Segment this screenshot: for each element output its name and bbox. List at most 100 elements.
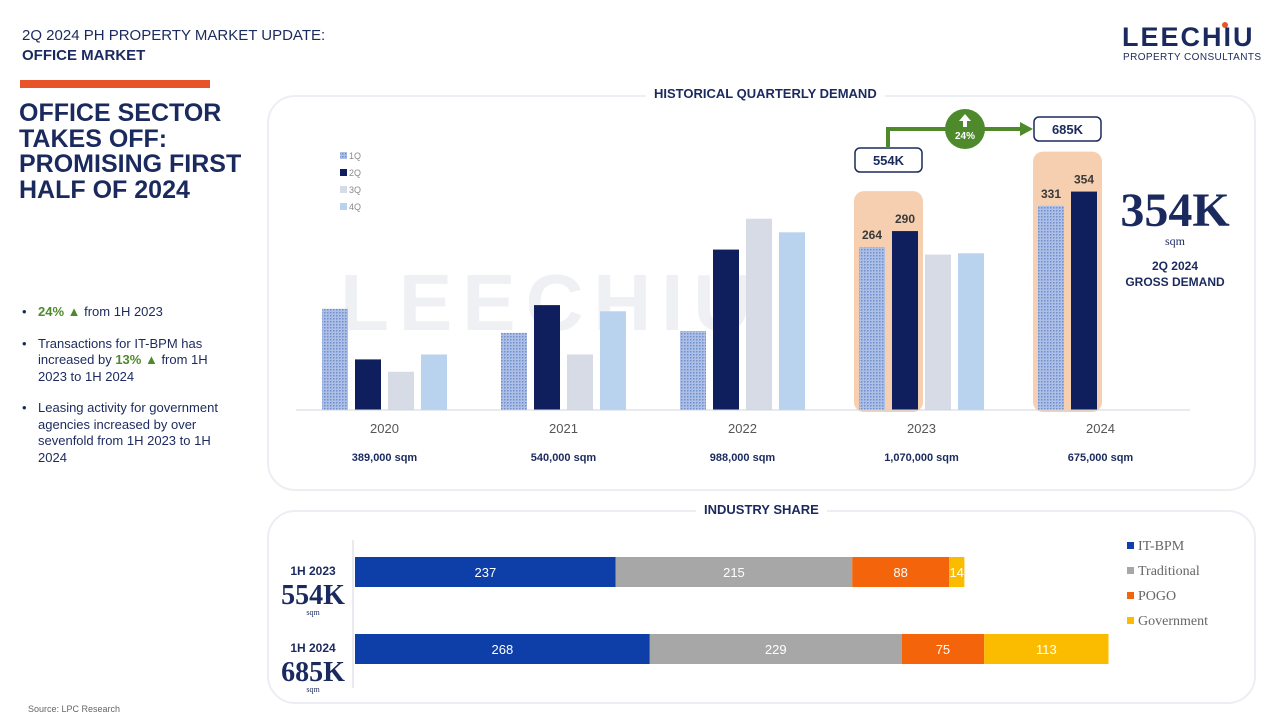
bar-2021-2q (534, 305, 560, 410)
bar-2023-4q (958, 253, 984, 410)
legend-label: 4Q (349, 202, 361, 212)
report-title: 2Q 2024 PH PROPERTY MARKET UPDATE: (22, 27, 326, 44)
segment-value-label: 229 (765, 642, 787, 657)
report-subtitle: OFFICE MARKET (22, 47, 146, 64)
legend-swatch (1127, 592, 1134, 599)
demand-chart-title: HISTORICAL QUARTERLY DEMAND (646, 86, 885, 101)
bar-2023-3q (925, 254, 951, 410)
annual-total-label: 389,000 sqm (352, 452, 418, 464)
callout-caption: 2Q 2024 (1152, 259, 1198, 273)
legend-label: Traditional (1138, 564, 1200, 579)
growth-arrow-head-icon (1020, 122, 1033, 136)
x-tick-label: 2023 (907, 421, 936, 436)
x-tick-label: 2022 (728, 421, 757, 436)
bar-2022-1q (680, 331, 706, 410)
annual-total-label: 1,070,000 sqm (884, 452, 959, 464)
bullet-item: • Leasing activity for government agenci… (22, 400, 222, 466)
row-label: 1H 2023 (290, 564, 336, 578)
bar-2024-1q (1038, 205, 1064, 410)
logo-subtitle: PROPERTY CONSULTANTS (1123, 52, 1262, 63)
bar-2020-4q (421, 354, 447, 410)
half-total-label: 554K (873, 153, 905, 168)
bar-2020-1q (322, 308, 348, 410)
source-note: Source: LPC Research (28, 704, 121, 714)
bullet-item: • 24% ▲ from 1H 2023 (22, 304, 222, 321)
growth-badge (945, 109, 985, 149)
legend-swatch (1127, 617, 1134, 624)
x-tick-label: 2020 (370, 421, 399, 436)
bar-2021-3q (567, 354, 593, 410)
accent-divider (20, 80, 210, 88)
bullet-highlight: 13% ▲ (115, 352, 158, 367)
bar-2022-2q (713, 249, 739, 410)
legend-swatch (340, 186, 347, 193)
bar-2020-2q (355, 359, 381, 410)
legend-label: Government (1138, 614, 1208, 629)
stacked-segment-traditional (615, 557, 853, 587)
segment-value-label: 14 (949, 565, 963, 580)
stacked-segment-it-bpm (355, 634, 650, 664)
segment-value-label: 237 (474, 565, 496, 580)
bar-2021-1q (501, 332, 527, 410)
bar-2023-2q (892, 231, 918, 410)
industry-chart-title: INDUSTRY SHARE (696, 502, 827, 517)
segment-value-label: 215 (723, 565, 745, 580)
bullet-icon: • (22, 304, 27, 319)
row-total-value: 685K (281, 657, 345, 688)
bar-data-label: 264 (862, 228, 882, 242)
legend-swatch (1127, 542, 1134, 549)
up-arrow-icon (959, 114, 971, 127)
bar-2024-2q (1071, 191, 1097, 410)
bar-2023-1q (859, 247, 885, 410)
legend-label: IT-BPM (1138, 539, 1185, 554)
callout-unit: sqm (1165, 234, 1186, 248)
callout-caption: GROSS DEMAND (1125, 275, 1225, 289)
legend-label: 1Q (349, 151, 361, 161)
bar-2022-4q (779, 232, 805, 410)
stacked-segment-traditional (649, 634, 902, 664)
bullet-item: • Transactions for IT-BPM has increased … (22, 336, 222, 386)
industry-panel (267, 510, 1256, 704)
bullet-icon: • (22, 335, 27, 351)
bullet-text: Leasing activity for government agencies… (38, 400, 218, 465)
segment-value-label: 268 (492, 642, 514, 657)
row-total-value: 554K (281, 580, 345, 611)
x-tick-label: 2021 (549, 421, 578, 436)
row-label: 1H 2024 (290, 641, 336, 655)
stacked-segment-it-bpm (355, 557, 616, 587)
legend-swatch (340, 203, 347, 210)
demand-chart: 2020 389,000 sqm 2021 540,000 sqm 2022 988,00… (296, 109, 1230, 464)
logo: LEECHIU (1122, 22, 1255, 52)
bullet-text: from 1H 2023 to 1H 2024 (38, 352, 208, 384)
legend-swatch (340, 152, 347, 159)
bar-data-label: 354 (1074, 173, 1094, 187)
legend-label: 2Q (349, 168, 361, 178)
bar-2021-4q (600, 311, 626, 410)
bullet-icon: • (22, 400, 27, 415)
bar-2020-3q (388, 371, 414, 410)
growth-label: 24% (955, 131, 975, 142)
row-total-unit: sqm (306, 685, 320, 694)
stacked-segment-pogo (852, 557, 949, 587)
callout-value: 354K (1120, 184, 1229, 237)
segment-value-label: 75 (936, 642, 950, 657)
bar-data-label: 290 (895, 212, 915, 226)
bar-2022-3q (746, 218, 772, 410)
half-total-label: 685K (1052, 122, 1084, 137)
segment-value-label: 113 (1036, 642, 1057, 657)
bullet-text: Transactions for IT-BPM has increased by (38, 335, 203, 368)
annual-total-label: 675,000 sqm (1068, 452, 1134, 464)
headline: OFFICE SECTOR TAKES OFF: PROMISING FIRST… (19, 99, 242, 204)
row-total-unit: sqm (306, 608, 320, 617)
bar-data-label: 331 (1041, 187, 1061, 201)
segment-value-label: 88 (893, 565, 907, 580)
legend-swatch (1127, 567, 1134, 574)
legend-label: 3Q (349, 185, 361, 195)
half-total-box (1033, 116, 1102, 142)
bullet-list: • 24% ▲ from 1H 2023 • Transactions for … (22, 304, 222, 481)
bullet-highlight: 24% ▲ (38, 304, 81, 319)
stacked-segment-pogo (901, 634, 985, 664)
annual-total-label: 540,000 sqm (531, 452, 597, 464)
